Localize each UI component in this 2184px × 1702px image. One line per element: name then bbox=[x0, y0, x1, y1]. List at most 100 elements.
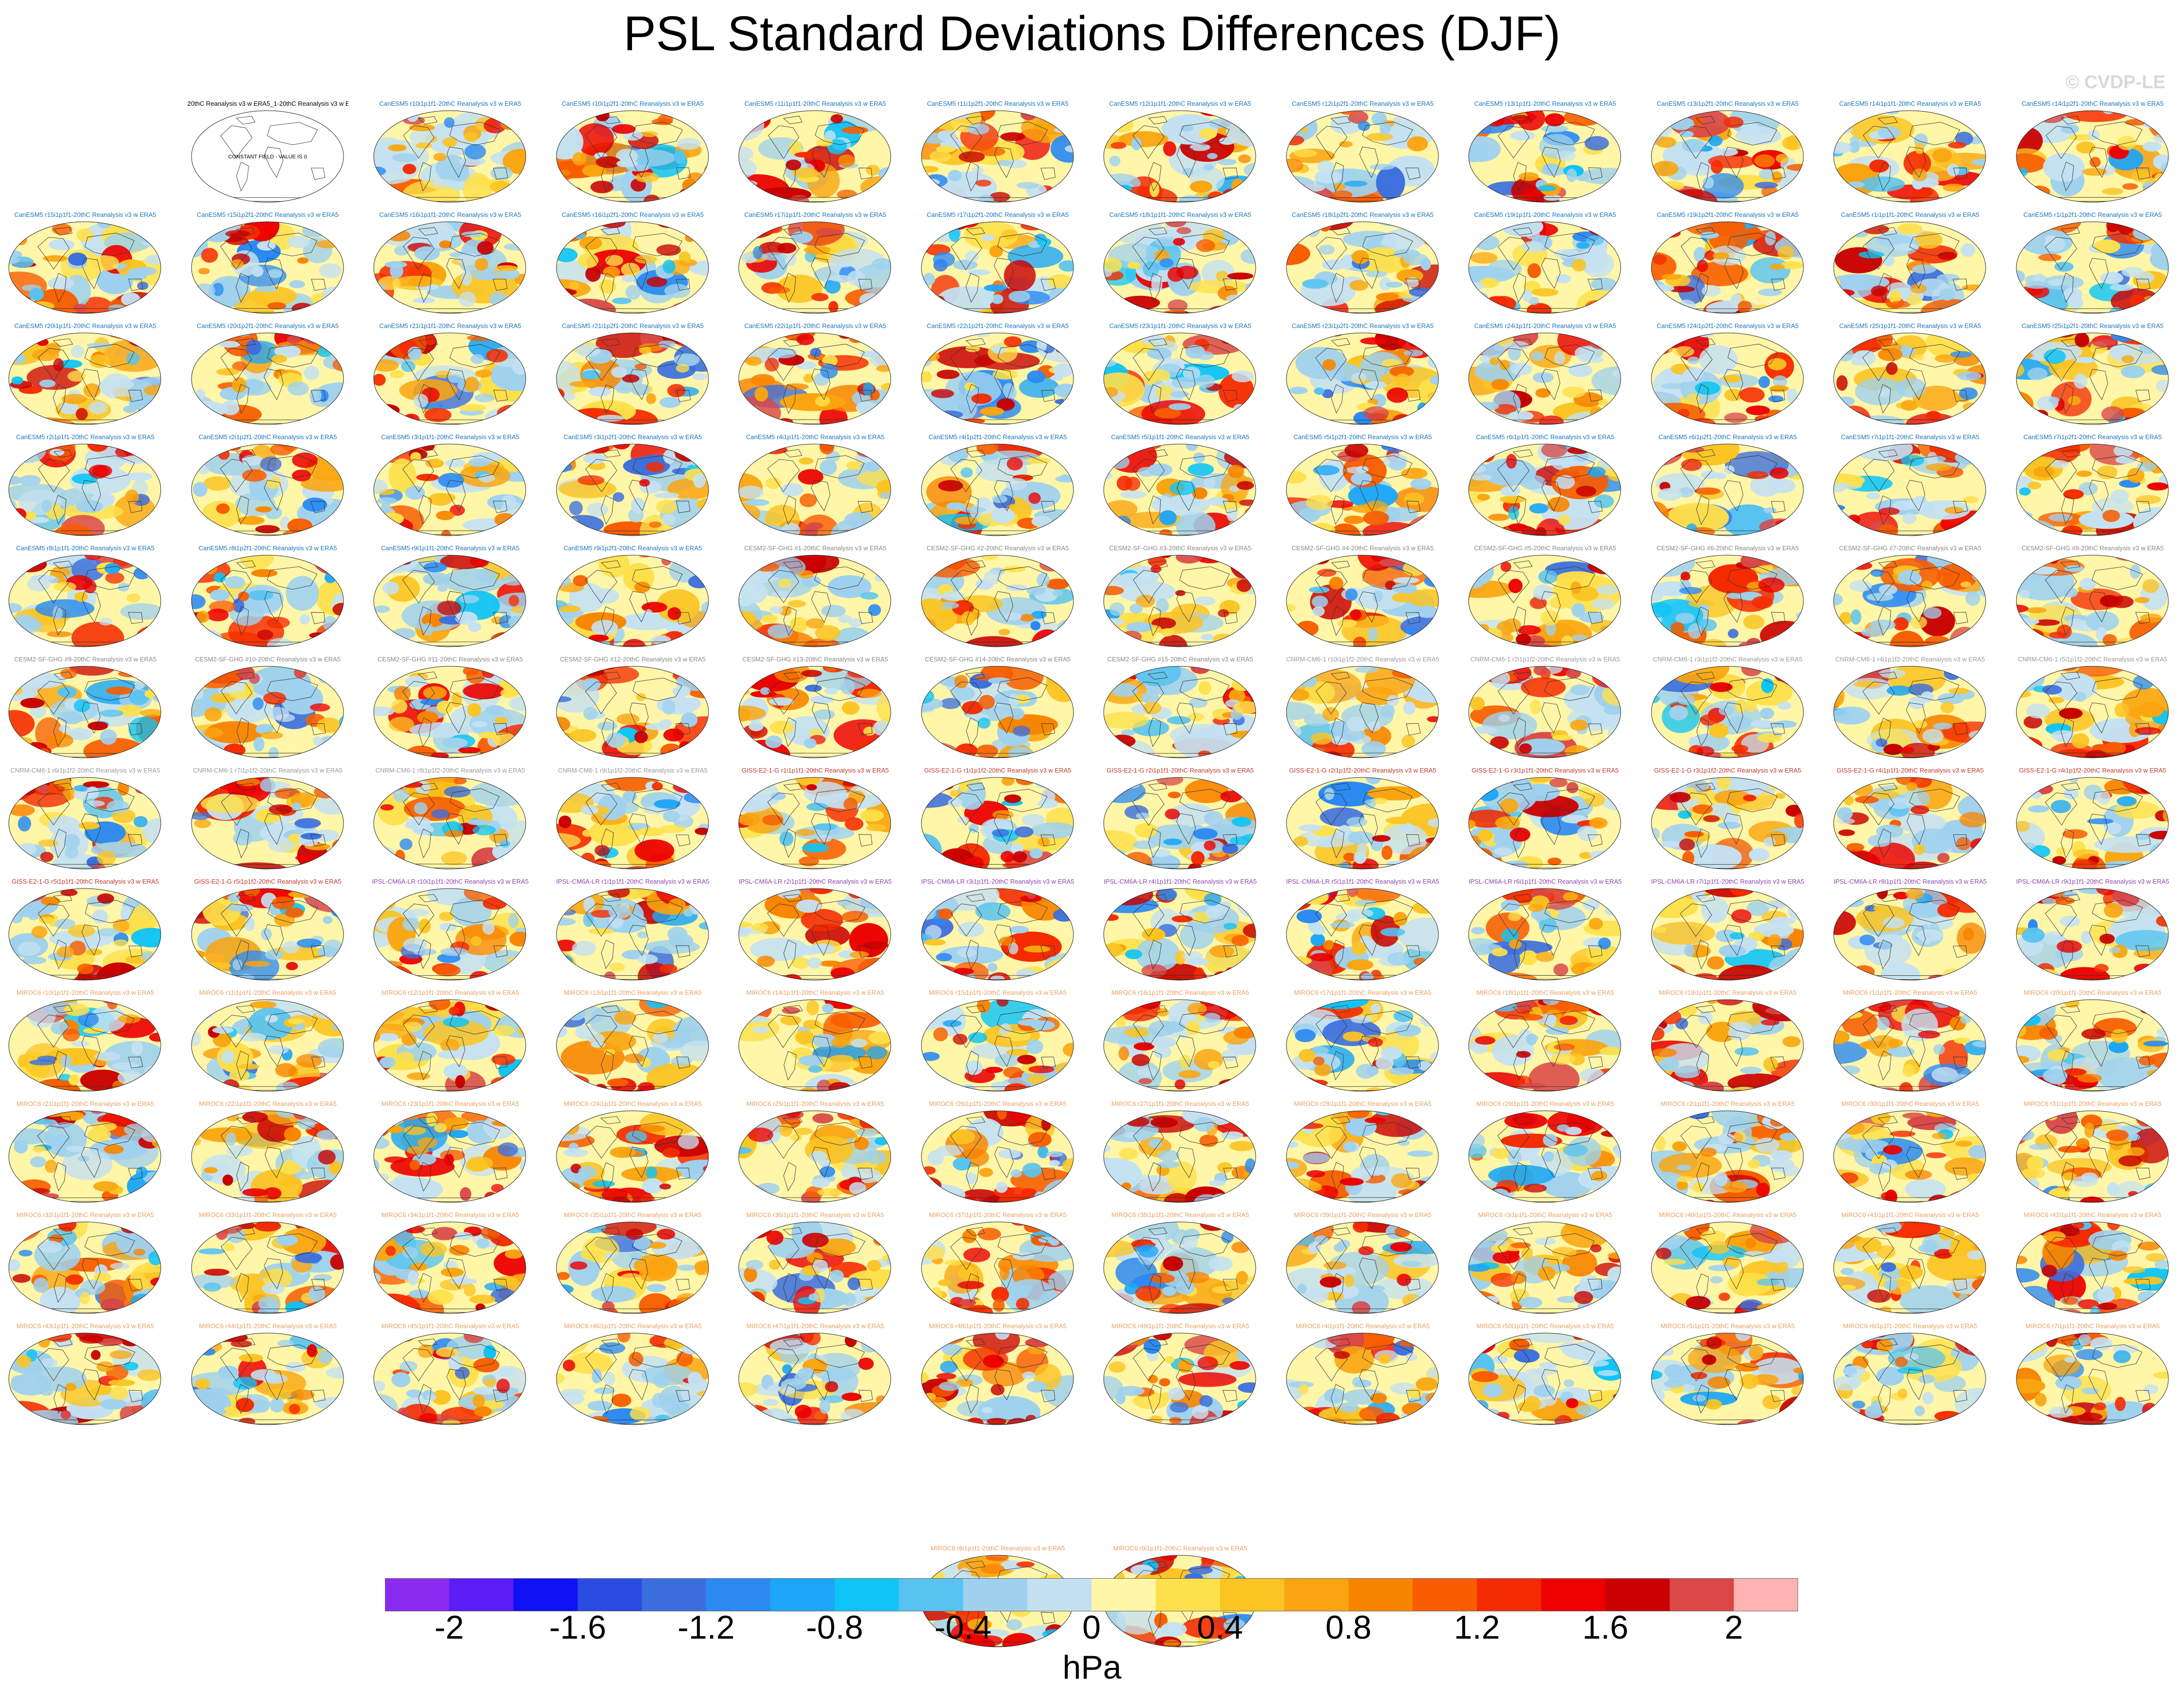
contour-fill bbox=[693, 777, 705, 791]
contour-fill bbox=[1132, 840, 1157, 850]
contour-fill bbox=[1530, 777, 1552, 783]
contour-fill bbox=[1386, 387, 1408, 403]
contour-fill bbox=[603, 266, 620, 278]
coastline bbox=[1727, 566, 1777, 590]
contour-fill bbox=[232, 959, 242, 970]
contour-fill bbox=[1381, 444, 1396, 450]
map-outline bbox=[1468, 444, 1621, 536]
contour-fill bbox=[191, 307, 210, 313]
coastline bbox=[767, 793, 800, 826]
coastline bbox=[1513, 338, 1533, 347]
contour-fill bbox=[1343, 515, 1364, 524]
coastline bbox=[493, 167, 508, 180]
coastline bbox=[2092, 344, 2143, 367]
coastline bbox=[1132, 237, 1165, 271]
coastline bbox=[783, 161, 796, 192]
coastline bbox=[814, 789, 865, 812]
map-outline bbox=[1286, 444, 1438, 536]
contour-fill bbox=[857, 447, 883, 458]
coastline bbox=[858, 279, 873, 291]
contour-fill bbox=[1299, 747, 1325, 755]
contour-fill bbox=[1012, 725, 1030, 736]
coastline bbox=[81, 258, 101, 290]
map-panel: GISS-E2-1-G r1i1p1f2-20thC Reanalysis v3… bbox=[918, 767, 1078, 873]
contour-fill bbox=[388, 458, 417, 493]
coastline bbox=[1909, 344, 1960, 368]
map-panel: CanESM5 r20i1p2f1-20thC Reanalysis v3 w … bbox=[188, 322, 348, 428]
map-panel: CanESM5 r17i1p2f1-20thC Reanalysis v3 w … bbox=[918, 211, 1078, 317]
contour-fill bbox=[97, 928, 119, 936]
panel-title: CanESM5 r19i1p1f1-20thC Reanalysis v3 w … bbox=[1474, 211, 1616, 218]
contour-fill bbox=[38, 839, 58, 847]
coastline bbox=[1223, 723, 1238, 735]
contour-fill bbox=[801, 670, 822, 677]
contour-fill bbox=[2016, 444, 2033, 448]
coastline bbox=[1541, 147, 1561, 178]
contour-fill bbox=[377, 497, 397, 505]
coastline bbox=[2088, 480, 2108, 511]
contour-fill bbox=[1850, 136, 1860, 144]
contour-fill bbox=[2053, 673, 2097, 701]
contour-fill bbox=[1432, 515, 1438, 526]
map-panel: IPSL-CM6A-LR r10i1p1f1-20thC Reanalysis … bbox=[370, 878, 531, 984]
contour-fill bbox=[1777, 447, 1792, 454]
contour-fill bbox=[1226, 294, 1251, 303]
contour-fill bbox=[1302, 279, 1328, 289]
map-panel: CNRM-CM6-1 r6i1p1f2-20thC Reanalysis v3 … bbox=[5, 767, 166, 873]
map-outline bbox=[8, 666, 161, 758]
contour-fill bbox=[2099, 595, 2119, 607]
contour-fill bbox=[380, 804, 394, 811]
contour-fill bbox=[227, 904, 254, 911]
panel-title: CNRM-CM6-1 r2i1p1f2-20thC Reanalysis v3 … bbox=[1470, 656, 1620, 663]
contour-fill bbox=[805, 684, 822, 692]
contour-fill bbox=[1694, 487, 1721, 495]
coastline bbox=[783, 116, 803, 124]
coastline bbox=[994, 147, 1014, 178]
contour-fill bbox=[1834, 783, 1839, 797]
contour-fill bbox=[1001, 229, 1017, 240]
contour-fill bbox=[331, 635, 344, 644]
contour-fill bbox=[1239, 499, 1256, 506]
contour-fill bbox=[1741, 121, 1759, 135]
coastline bbox=[1541, 368, 1560, 400]
contour-fill bbox=[1696, 260, 1708, 272]
coastline bbox=[493, 834, 508, 847]
contour-fill bbox=[923, 222, 940, 230]
contour-fill bbox=[1834, 225, 1842, 235]
coastline bbox=[1909, 233, 1960, 256]
contour-fill bbox=[134, 633, 148, 645]
contour-fill bbox=[2076, 141, 2096, 154]
coastline bbox=[1953, 278, 1968, 291]
contour-fill bbox=[1227, 464, 1245, 478]
contour-fill bbox=[194, 530, 221, 536]
map-plot bbox=[191, 888, 344, 981]
contour-fill bbox=[1731, 745, 1748, 753]
panel-title: CanESM5 r3i1p2f1-20thC Reanalysis v3 w E… bbox=[563, 433, 702, 441]
coastline bbox=[1588, 834, 1603, 847]
coastline bbox=[1315, 681, 1347, 715]
contour-fill bbox=[1570, 719, 1588, 731]
map-outline bbox=[2016, 332, 2168, 425]
coastline bbox=[783, 449, 803, 458]
contour-fill bbox=[1130, 603, 1143, 614]
contour-fill bbox=[1111, 564, 1126, 573]
coastline bbox=[449, 566, 500, 590]
contour-fill bbox=[1415, 222, 1434, 235]
contour-fill bbox=[252, 697, 264, 710]
contour-fill bbox=[649, 521, 662, 528]
contour-fill bbox=[1289, 387, 1308, 394]
contour-fill bbox=[666, 749, 689, 758]
contour-fill bbox=[507, 561, 525, 568]
contour-fill bbox=[1834, 301, 1844, 309]
panel-title: CESM2-SF-GHG #3-20thC Reanalysis v3 w ER… bbox=[1109, 544, 1251, 552]
contour-fill bbox=[1029, 752, 1052, 758]
contour-fill bbox=[847, 777, 870, 784]
coastline bbox=[1953, 723, 1968, 735]
contour-fill bbox=[266, 617, 290, 629]
contour-fill bbox=[1836, 375, 1848, 391]
coastline bbox=[1148, 782, 1168, 791]
contour-fill bbox=[1104, 445, 1112, 460]
contour-fill bbox=[2016, 112, 2036, 126]
map-panel: CanESM5 r7i1p2f1-20thC Reanalysis v3 w E… bbox=[2012, 433, 2173, 540]
contour-fill bbox=[1208, 118, 1231, 129]
